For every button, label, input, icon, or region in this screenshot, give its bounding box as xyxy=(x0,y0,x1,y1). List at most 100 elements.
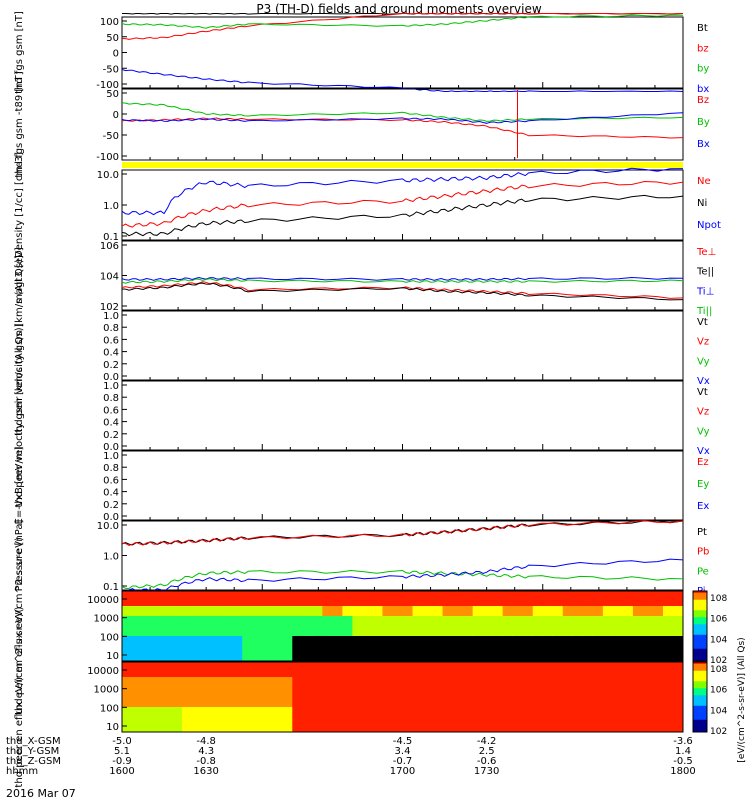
x-row-value: 3.4 xyxy=(395,746,411,757)
heatmap-cell xyxy=(162,717,173,723)
heatmap-cell xyxy=(312,651,323,657)
heatmap-cell xyxy=(662,631,674,637)
heatmap-cell xyxy=(452,722,464,728)
colorbar-cell xyxy=(693,598,707,601)
heatmap-cell xyxy=(462,702,474,708)
colorbar-cell xyxy=(693,655,707,658)
heatmap-cell xyxy=(592,631,604,637)
heatmap-cell xyxy=(642,682,654,688)
heatmap-cell xyxy=(492,667,504,673)
heatmap-cell xyxy=(462,636,474,642)
heatmap-cell xyxy=(292,616,303,622)
legend-entry: Vx xyxy=(697,376,710,387)
heatmap-cell xyxy=(672,712,684,718)
heatmap-cell xyxy=(602,712,614,718)
heatmap-cell xyxy=(172,656,183,662)
heatmap-cell xyxy=(562,707,574,713)
heatmap-cell xyxy=(632,656,644,662)
heatmap-cell xyxy=(512,722,524,728)
heatmap-cell xyxy=(512,687,524,693)
heatmap-cell xyxy=(452,672,464,678)
heatmap-cell xyxy=(212,692,223,698)
heatmap-cell xyxy=(202,591,213,597)
heatmap-cell xyxy=(382,682,393,688)
heatmap-cell xyxy=(672,677,684,683)
heatmap-cell xyxy=(282,636,293,642)
heatmap-cell xyxy=(522,656,534,662)
series-line-ti⊥ xyxy=(121,276,684,281)
heatmap-cell xyxy=(492,596,504,602)
heatmap-cell xyxy=(582,641,594,647)
heatmap-cell xyxy=(462,727,474,733)
heatmap-cell xyxy=(202,606,213,612)
heatmap-cell xyxy=(432,707,444,713)
heatmap-cell xyxy=(482,712,494,718)
heatmap-cell xyxy=(602,702,614,708)
heatmap-cell xyxy=(652,656,664,662)
heatmap-cell xyxy=(392,631,403,637)
heatmap-cell xyxy=(172,651,183,657)
heatmap-cell xyxy=(222,656,233,662)
heatmap-cell xyxy=(632,717,644,723)
heatmap-cell xyxy=(562,722,574,728)
heatmap-cell xyxy=(202,636,213,642)
heatmap-cell xyxy=(392,601,403,607)
heatmap-cell xyxy=(352,712,363,718)
heatmap-cell xyxy=(182,646,193,652)
heatmap-cell xyxy=(152,702,163,708)
heatmap-cell xyxy=(442,616,454,622)
heatmap-cell xyxy=(612,631,624,637)
heatmap-cell xyxy=(222,611,233,617)
heatmap-cell xyxy=(352,651,363,657)
heatmap-cell xyxy=(482,651,494,657)
heatmap-cell xyxy=(332,626,343,632)
heatmap-cell xyxy=(222,687,233,693)
heatmap-cell xyxy=(462,656,474,662)
panel-frame xyxy=(121,88,684,161)
heatmap-cell xyxy=(222,621,233,627)
legend-entry: Te|| xyxy=(696,267,714,278)
heatmap-cell xyxy=(612,656,624,662)
heatmap-cell xyxy=(502,601,514,607)
heatmap-cell xyxy=(412,616,424,622)
heatmap-cell xyxy=(382,646,393,652)
heatmap-cell xyxy=(612,636,624,642)
heatmap-cell xyxy=(632,712,644,718)
heatmap-cell xyxy=(252,651,263,657)
heatmap-cell xyxy=(182,712,193,718)
heatmap-cell xyxy=(262,641,273,647)
colorbar-tick-label: 102 xyxy=(710,656,727,666)
heatmap-cell xyxy=(332,656,343,662)
colorbar-cell xyxy=(693,698,707,701)
heatmap-cell xyxy=(662,682,674,688)
heatmap-cell xyxy=(392,697,403,703)
heatmap-cell xyxy=(232,707,243,713)
heatmap-cell xyxy=(622,651,634,657)
heatmap-cell xyxy=(422,722,434,728)
y-tick-label: -50 xyxy=(103,131,119,142)
heatmap-cell xyxy=(652,727,664,733)
heatmap-cell xyxy=(272,621,283,627)
heatmap-cell xyxy=(402,672,414,678)
heatmap-cell xyxy=(192,677,203,683)
colorbar-cell xyxy=(693,629,707,632)
heatmap-cell xyxy=(342,712,353,718)
heatmap-cell xyxy=(322,646,333,652)
heatmap-cell xyxy=(602,616,614,622)
heatmap-cell xyxy=(352,672,363,678)
heatmap-cell xyxy=(512,591,524,597)
heatmap-cell xyxy=(382,712,393,718)
y-tick-label: 1.0 xyxy=(103,451,119,462)
heatmap-cell xyxy=(572,722,584,728)
heatmap-cell xyxy=(492,626,504,632)
heatmap-cell xyxy=(232,662,243,668)
heatmap-cell xyxy=(392,677,403,683)
heatmap-cell xyxy=(312,662,323,668)
heatmap-cell xyxy=(472,662,484,668)
heatmap-cell xyxy=(442,636,454,642)
series-line-bz xyxy=(121,13,684,40)
heatmap-cell xyxy=(172,722,183,728)
heatmap-cell xyxy=(422,601,434,607)
heatmap-cell xyxy=(612,662,624,668)
heatmap-cell xyxy=(672,727,684,733)
